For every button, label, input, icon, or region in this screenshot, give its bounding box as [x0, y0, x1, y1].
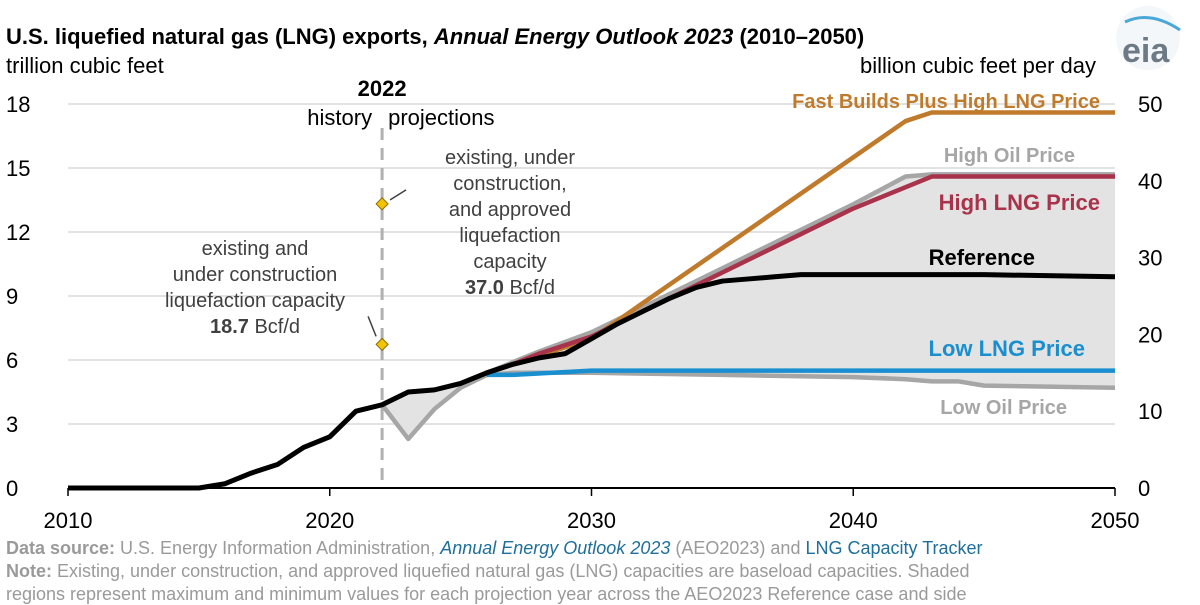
note-line-2: regions represent maximum and minimum va… [6, 584, 967, 604]
annotation-value: 18.7 Bcf/d [210, 316, 300, 338]
eia-logo: eia [1116, 6, 1181, 70]
series-label: Fast Builds Plus High LNG Price [792, 91, 1100, 113]
left-axis-label: trillion cubic feet [6, 53, 164, 78]
source-label: Data source: [6, 538, 116, 558]
y-tick-left: 15 [6, 156, 30, 181]
annotation-text: construction, [453, 173, 566, 195]
y-tick-left: 6 [6, 348, 18, 373]
history-label: history [307, 105, 372, 130]
annotation-text: and approved [449, 199, 571, 221]
annotation-text: existing and [202, 238, 309, 260]
y-tick-left: 18 [6, 92, 30, 117]
annotation-value: 37.0 Bcf/d [465, 277, 555, 299]
series-line-low-lng-price [486, 368, 1115, 378]
annotation-text: liquefaction capacity [165, 290, 345, 312]
y-tick-right: 10 [1138, 399, 1162, 424]
capacity-diamond [375, 197, 389, 211]
annotation-text: under construction [173, 264, 338, 286]
aeo-link[interactable]: Annual Energy Outlook 2023 [440, 538, 671, 558]
annotation-text: liquefaction [459, 225, 560, 247]
projections-label: projections [388, 105, 494, 130]
right-axis-label: billion cubic feet per day [860, 53, 1096, 78]
divider-year: 2022 [358, 76, 407, 101]
y-tick-right: 20 [1138, 322, 1162, 347]
x-tick: 2020 [305, 508, 354, 533]
source-mid: (AEO2023) and [670, 538, 806, 558]
annotation-value-number: 18.7 [210, 316, 249, 338]
x-tick: 2030 [567, 508, 616, 533]
y-tick-right: 40 [1138, 169, 1162, 194]
note-line-1: Note: Existing, under construction, and … [6, 561, 970, 582]
y-tick-right: 0 [1138, 476, 1150, 501]
annotation-unit: Bcf/d [504, 277, 555, 299]
note-label: Note: [6, 561, 52, 581]
x-tick: 2040 [829, 508, 878, 533]
y-tick-left: 12 [6, 220, 30, 245]
title-italic: Annual Energy Outlook 2023 [433, 24, 734, 49]
series-label: High LNG Price [939, 190, 1100, 215]
annotation-value-number: 37.0 [465, 277, 504, 299]
capacity-diamond [375, 337, 389, 352]
series-label: High Oil Price [944, 145, 1075, 167]
x-tick: 2010 [44, 508, 93, 533]
annotation-leader [367, 316, 377, 337]
source-text: U.S. Energy Information Administration, [115, 538, 441, 558]
eia-logo-text: eia [1122, 32, 1170, 70]
x-tick: 2050 [1091, 508, 1140, 533]
y-tick-right: 50 [1138, 92, 1162, 117]
chart-title: U.S. liquefied natural gas (LNG) exports… [6, 24, 864, 49]
series-label: Reference [929, 245, 1035, 270]
lng-tracker-link[interactable]: LNG Capacity Tracker [805, 538, 983, 558]
y-tick-left: 9 [6, 284, 18, 309]
y-tick-right: 30 [1138, 246, 1162, 271]
series-label: Low LNG Price [929, 336, 1085, 361]
annotation-leader [389, 189, 407, 201]
series-label: Low Oil Price [940, 397, 1067, 419]
annotation-unit: Bcf/d [249, 316, 300, 338]
note-text: Existing, under construction, and approv… [52, 561, 970, 581]
title-tail: (2010–2050) [733, 24, 864, 49]
y-tick-left: 3 [6, 412, 18, 437]
annotation-text: capacity [473, 251, 546, 273]
annotation-text: existing, under [445, 147, 575, 169]
title-main: U.S. liquefied natural gas (LNG) exports… [6, 24, 434, 49]
y-tick-left: 0 [6, 476, 18, 501]
data-source-note: Data source: U.S. Energy Information Adm… [6, 538, 983, 559]
